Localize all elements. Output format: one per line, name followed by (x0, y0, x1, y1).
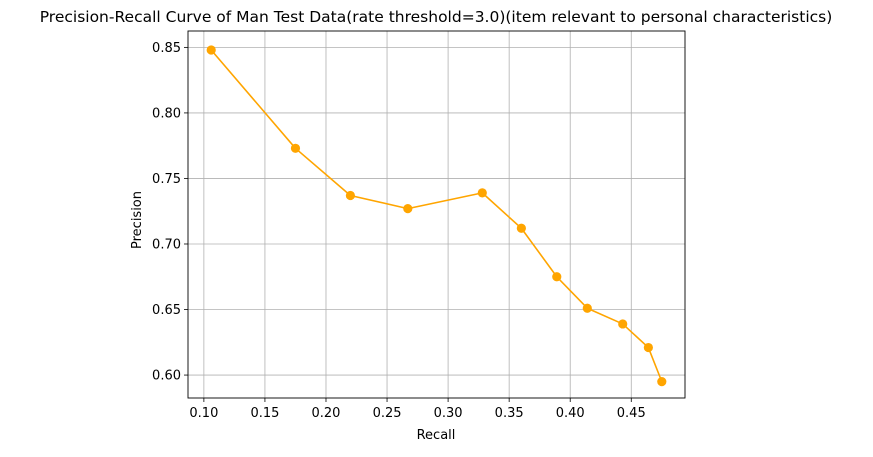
data-point (477, 188, 487, 198)
data-point (516, 223, 526, 233)
y-tick-label: 0.80 (152, 106, 181, 121)
x-tick-label: 0.15 (250, 406, 279, 421)
x-tick-label: 0.45 (617, 406, 646, 421)
x-tick-label: 0.40 (556, 406, 585, 421)
data-point (345, 190, 356, 201)
data-point (403, 204, 413, 214)
plot-area-frame (187, 30, 686, 399)
x-tick-label: 0.20 (312, 406, 341, 421)
y-tick-label: 0.75 (152, 172, 181, 187)
series-line (210, 49, 663, 382)
series-layer (206, 45, 667, 387)
data-point (582, 303, 592, 313)
axis-ticks: 0.10 0.15 0.20 0.25 0.30 0.35 0.40 0.45 0.60 0.65… (152, 41, 646, 421)
x-tick-label: 0.10 (189, 406, 218, 421)
data-point (206, 45, 216, 55)
x-tick-label: 0.30 (434, 406, 463, 421)
y-axis-label: Precision (130, 191, 145, 249)
data-point (657, 377, 667, 387)
y-tick-label: 0.70 (152, 237, 181, 252)
grid-lines (188, 31, 685, 398)
x-axis-label: Recall (417, 428, 456, 443)
chart-title: Precision-Recall Curve of Man Test Data(… (40, 8, 833, 26)
data-point (618, 319, 628, 329)
x-tick-label: 0.35 (495, 406, 524, 421)
y-tick-label: 0.85 (152, 41, 181, 56)
data-point (290, 143, 301, 153)
y-tick-label: 0.60 (152, 369, 181, 384)
data-point (552, 272, 562, 282)
x-tick-label: 0.25 (373, 406, 402, 421)
data-point (643, 342, 653, 353)
y-tick-label: 0.65 (152, 303, 181, 318)
